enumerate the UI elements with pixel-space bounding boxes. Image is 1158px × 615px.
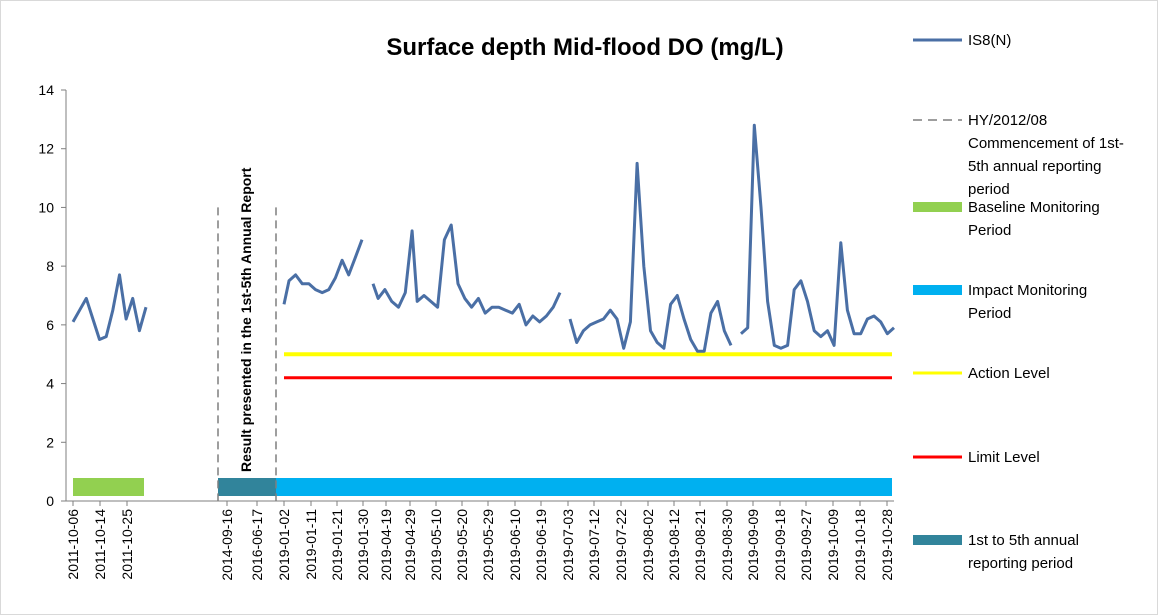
y-tick-label: 14 [38,82,54,98]
x-tick-label: 2019-08-12 [666,509,682,581]
x-tick-label: 2019-05-20 [454,509,470,581]
x-tick-label: 2011-10-14 [92,509,108,580]
period-bar-2 [218,478,276,496]
y-axis: 0 2 4 6 8 10 12 14 [38,82,67,509]
x-tick-label: 2019-09-09 [745,509,761,581]
x-tick-label: 2019-01-02 [276,509,292,581]
x-tick-label: 2019-01-11 [303,509,319,580]
period-bar-1 [73,478,144,496]
y-tick-label: 12 [38,141,54,157]
legend-label: Impact Monitoring Period [968,282,1087,322]
x-tick-label: 2019-10-28 [879,509,895,581]
x-tick-label: 2019-05-29 [480,509,496,581]
x-axis: 2011-10-06 2011-10-14 2011-10-25 2014-09-16… [65,500,895,581]
x-tick-label: 2019-08-30 [719,509,735,581]
x-tick-label: 2019-01-21 [329,509,345,581]
y-tick-label: 6 [46,317,54,333]
y-tick-label: 4 [46,376,54,392]
series-line-segment [371,223,562,327]
x-tick-label: 2019-06-10 [507,509,523,581]
series-line-segment [71,273,148,341]
legend-swatch [913,535,962,545]
series-line-segment [568,161,733,353]
series-lines [71,123,895,353]
x-tick-label: 2019-08-21 [692,509,708,581]
x-tick-label: 2019-07-22 [613,509,629,581]
x-tick-label: 2019-07-12 [586,509,602,581]
x-tick-label: 2019-04-19 [378,509,394,581]
legend-label: Limit Level [968,449,1040,466]
period-bar-3 [276,478,892,496]
x-tick-label: 2011-10-25 [119,509,135,580]
annual-report-annotation: Result presented in the 1st-5th Annual R… [238,167,254,472]
x-tick-label: 2019-09-27 [798,509,814,581]
legend-label: Action Level [968,365,1050,382]
legend-item-2: HY/2012/08 Commencement of 1st-5th annual… [913,112,1124,198]
series-line-segment [740,123,895,350]
x-tick-label: 2019-10-09 [825,509,841,581]
legend-label: IS8(N) [968,32,1011,49]
legend-item-3: Baseline Monitoring Period [913,199,1100,239]
legend-item-5: Action Level [913,365,1050,382]
legend: IS8(N) HY/2012/08 Commencement of 1st-5th … [913,32,1124,572]
chart-title: Surface depth Mid-flood DO (mg/L) [386,34,783,61]
x-tick-label: 2014-09-16 [219,509,235,581]
period-bars [73,478,892,496]
y-tick-label: 10 [38,199,54,215]
legend-item-7: 1st to 5th annual reporting period [913,532,1079,572]
x-tick-label: 2019-09-18 [772,509,788,581]
x-tick-label: 2019-04-29 [402,509,418,581]
legend-item-6: Limit Level [913,449,1040,466]
series-line-segment [282,239,364,305]
legend-item-1: IS8(N) [913,32,1011,49]
x-tick-label: 2019-05-10 [428,509,444,581]
y-tick-label: 8 [46,258,54,274]
level-lines [284,352,892,380]
x-tick-label: 2016-06-17 [249,509,265,581]
x-tick-label: 2011-10-06 [65,509,81,580]
x-tick-label: 2019-08-02 [640,509,656,581]
legend-swatch [913,202,962,212]
x-tick-label: 2019-10-18 [852,509,868,581]
legend-item-4: Impact Monitoring Period [913,282,1087,322]
legend-swatch [913,285,962,295]
legend-label: HY/2012/08 Commencement of 1st-5th annual… [968,112,1124,198]
y-tick-label: 2 [46,434,54,450]
x-tick-label: 2019-07-03 [560,509,576,581]
legend-label: Baseline Monitoring Period [968,199,1100,239]
x-tick-label: 2019-06-19 [533,509,549,581]
legend-label: 1st to 5th annual reporting period [968,532,1079,572]
reporting-period-markers [217,207,277,501]
x-tick-label: 2019-01-30 [355,509,371,581]
y-tick-label: 0 [46,493,54,509]
